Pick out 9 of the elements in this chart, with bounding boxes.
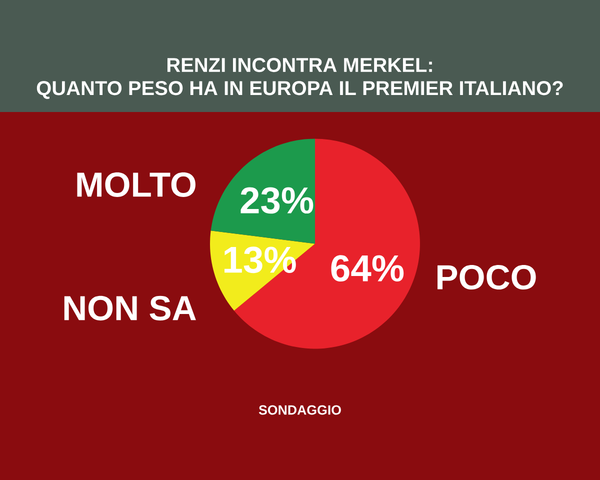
chart-title: RENZI INCONTRA MERKEL:	[167, 58, 432, 72]
text: SONDAGGIO	[258, 405, 341, 415]
chart-subtitle: QUANTO PESO HA IN EUROPA IL PREMIER ITALIANO?	[36, 81, 563, 99]
data-label: 64%	[331, 255, 404, 282]
data-label: 13%	[224, 246, 296, 274]
slice-label: POCO	[438, 264, 536, 290]
slice-label: MOLTO	[77, 172, 196, 197]
slice-label: NON SA	[64, 296, 196, 320]
data-label: 23%	[240, 187, 314, 214]
